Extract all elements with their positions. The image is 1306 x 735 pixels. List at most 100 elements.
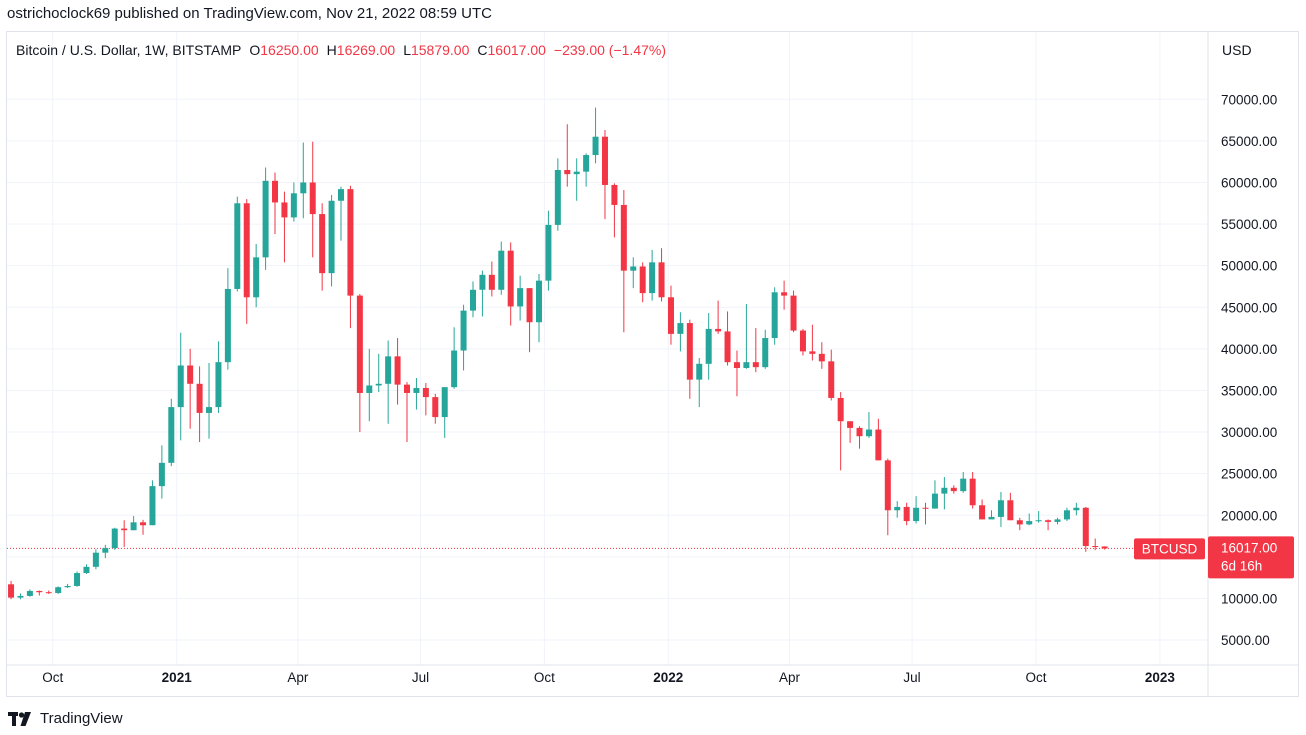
candle[interactable] (696, 358, 703, 408)
candle[interactable] (1054, 517, 1061, 525)
candle[interactable] (8, 580, 15, 600)
candle[interactable] (583, 153, 590, 187)
candle[interactable] (149, 480, 156, 526)
candle[interactable] (856, 426, 863, 449)
candle[interactable] (469, 281, 476, 318)
candle[interactable] (922, 502, 929, 525)
candle[interactable] (724, 311, 731, 366)
candle[interactable] (1082, 506, 1089, 552)
candle[interactable] (1045, 519, 1052, 531)
last-price-tag[interactable]: 16017.00 6d 16h (1208, 536, 1294, 579)
candle[interactable] (573, 158, 580, 201)
candle[interactable] (705, 313, 712, 380)
candle[interactable] (356, 293, 363, 433)
candle[interactable] (55, 586, 62, 594)
candle[interactable] (997, 491, 1004, 527)
candle[interactable] (507, 242, 514, 326)
candle[interactable] (1016, 517, 1023, 531)
candle[interactable] (206, 363, 213, 439)
candle[interactable] (413, 377, 420, 410)
candle[interactable] (517, 275, 524, 321)
candle[interactable] (762, 329, 769, 369)
candle[interactable] (733, 350, 740, 397)
candle[interactable] (347, 185, 354, 329)
candle[interactable] (272, 172, 279, 235)
candle[interactable] (196, 366, 203, 443)
candle[interactable] (677, 312, 684, 352)
candle[interactable] (121, 520, 128, 547)
candle[interactable] (460, 304, 467, 371)
candle[interactable] (601, 130, 608, 220)
candle[interactable] (809, 324, 816, 361)
candle[interactable] (884, 458, 891, 536)
candle[interactable] (498, 241, 505, 295)
candle[interactable] (903, 502, 910, 526)
candle[interactable] (488, 261, 495, 297)
candle[interactable] (837, 392, 844, 471)
candle[interactable] (92, 549, 99, 570)
candle[interactable] (771, 287, 778, 345)
candle[interactable] (715, 300, 722, 334)
candle[interactable] (215, 341, 222, 413)
candle[interactable] (309, 141, 316, 258)
candle[interactable] (1073, 502, 1080, 516)
candle[interactable] (969, 471, 976, 509)
candle[interactable] (865, 412, 872, 438)
candle[interactable] (639, 262, 646, 303)
candle[interactable] (535, 273, 542, 343)
candle[interactable] (243, 199, 250, 324)
candle[interactable] (592, 107, 599, 164)
candle[interactable] (26, 589, 33, 597)
candle[interactable] (649, 249, 656, 301)
candle[interactable] (432, 393, 439, 424)
candle[interactable] (290, 182, 297, 222)
candle[interactable] (828, 349, 835, 401)
candle[interactable] (667, 285, 674, 345)
candle[interactable] (319, 203, 326, 291)
candle[interactable] (385, 340, 392, 424)
candle[interactable] (979, 499, 986, 520)
tradingview-logo[interactable]: TradingView (8, 710, 123, 727)
candle[interactable] (45, 590, 52, 594)
candle[interactable] (686, 319, 693, 399)
candle[interactable] (620, 189, 627, 333)
candle[interactable] (168, 398, 175, 467)
candle[interactable] (931, 480, 938, 509)
candle[interactable] (630, 257, 637, 289)
candle[interactable] (743, 303, 750, 369)
candle[interactable] (1092, 538, 1099, 551)
candle[interactable] (74, 571, 81, 587)
candle[interactable] (83, 564, 90, 574)
candle[interactable] (394, 338, 401, 405)
candle[interactable] (64, 583, 71, 589)
candle[interactable] (554, 158, 561, 231)
candle[interactable] (950, 485, 957, 494)
candle[interactable] (366, 348, 373, 422)
candle[interactable] (894, 501, 901, 518)
candle[interactable] (177, 332, 184, 441)
candle[interactable] (941, 476, 948, 510)
candle[interactable] (338, 186, 345, 241)
candle[interactable] (404, 382, 410, 443)
candle[interactable] (479, 270, 486, 317)
candle[interactable] (158, 445, 165, 499)
candle[interactable] (988, 510, 995, 520)
candle[interactable] (262, 167, 269, 270)
candle[interactable] (17, 593, 24, 600)
candle[interactable] (187, 348, 194, 429)
candle[interactable] (1007, 492, 1014, 521)
candle[interactable] (564, 124, 571, 187)
candle[interactable] (300, 142, 307, 219)
candle[interactable] (545, 210, 552, 291)
currency-label[interactable]: USD (1222, 42, 1252, 58)
candle[interactable] (611, 183, 618, 238)
candle[interactable] (281, 191, 288, 263)
chart-frame[interactable] (6, 31, 1299, 697)
candle[interactable] (36, 590, 43, 596)
candle[interactable] (799, 328, 806, 356)
symbol-tag[interactable]: BTCUSD (1134, 538, 1205, 560)
candle[interactable] (328, 194, 335, 287)
candle[interactable] (111, 527, 118, 550)
candle[interactable] (875, 418, 882, 461)
